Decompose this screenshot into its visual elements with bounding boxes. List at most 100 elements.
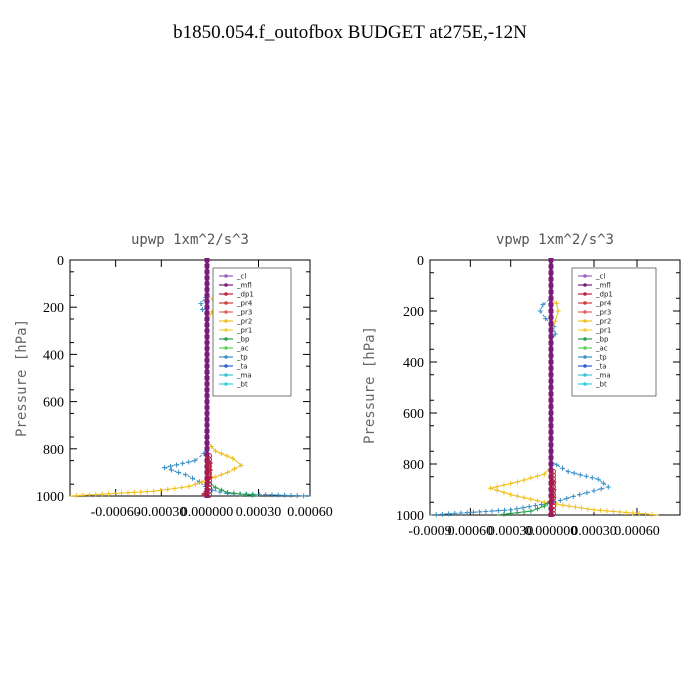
data-point [112, 490, 118, 496]
mfl-marker [548, 328, 554, 333]
legend-label: _dp1 [236, 291, 254, 299]
mfl-marker [204, 334, 210, 339]
legend-label: _pr3 [236, 309, 252, 317]
dp1-marker [206, 452, 212, 459]
x-tick-label: -0.00030 [136, 505, 186, 520]
legend-marker [224, 310, 228, 314]
y-tick-label: 0 [57, 254, 64, 269]
legend-label: _dp1 [595, 291, 613, 299]
data-point [494, 487, 500, 493]
data-point [610, 508, 616, 514]
data-point [572, 504, 578, 510]
page-title: b1850.054.f_outofbox BUDGET at275E,-12N [173, 22, 527, 43]
mfl-marker [548, 449, 554, 454]
data-point [514, 506, 520, 512]
dp1-marker [550, 476, 556, 483]
legend-label: _pr1 [595, 327, 611, 335]
mfl-marker [204, 411, 210, 416]
legend-marker [583, 274, 587, 278]
mfl-marker [204, 358, 210, 363]
data-point [237, 491, 243, 497]
data-point [577, 472, 583, 478]
dp1-marker [550, 495, 556, 502]
data-point [543, 316, 549, 322]
dp1-marker [206, 481, 212, 488]
mfl-marker [204, 340, 210, 345]
data-point [559, 465, 565, 471]
data-point [501, 482, 507, 488]
data-point [125, 490, 131, 496]
data-point [598, 486, 604, 492]
data-point [212, 474, 218, 480]
legend-marker [224, 373, 228, 377]
data-point [288, 492, 294, 498]
mfl-marker [548, 264, 554, 269]
data-point [560, 502, 566, 508]
data-point [526, 504, 532, 510]
legend-marker [224, 319, 228, 323]
data-point [249, 492, 255, 498]
mfl-marker [204, 328, 210, 333]
data-point [554, 300, 560, 306]
data-point [225, 489, 231, 495]
data-point [243, 492, 249, 498]
x-tick-label: 0.00030 [236, 505, 282, 520]
data-point [138, 489, 144, 495]
mfl-marker [548, 442, 554, 447]
mfl-marker [204, 275, 210, 280]
legend-marker [224, 355, 228, 359]
data-point [433, 512, 439, 518]
data-point [213, 485, 219, 491]
data-point [93, 492, 99, 498]
data-point [73, 493, 79, 499]
data-point [521, 477, 527, 483]
x-tick-label: 0.00030 [571, 524, 617, 539]
data-point [514, 479, 520, 485]
data-point [595, 476, 601, 482]
mfl-marker [548, 258, 554, 262]
data-point [617, 509, 623, 515]
data-point [521, 495, 527, 501]
data-point [514, 493, 520, 499]
data-point [555, 308, 561, 314]
data-point [231, 490, 237, 496]
legend-box [571, 267, 657, 397]
dp1-marker [550, 468, 556, 475]
data-point [600, 480, 606, 486]
mfl-marker [204, 311, 210, 316]
legend-label: _ta [236, 363, 248, 371]
data-point [198, 301, 204, 307]
legend-marker [583, 382, 587, 386]
mfl-marker [548, 347, 554, 352]
legend-label: _pr2 [236, 318, 252, 326]
data-point [495, 508, 501, 514]
data-point [269, 492, 275, 498]
data-point [218, 451, 224, 457]
data-point [597, 507, 603, 513]
mfl-marker [204, 352, 210, 357]
data-point [183, 472, 189, 478]
mfl-marker [548, 283, 554, 288]
data-point [540, 302, 546, 308]
data-point [199, 479, 205, 485]
data-point [158, 487, 164, 493]
legend-label: _bt [595, 381, 607, 389]
legend-marker [224, 337, 228, 341]
data-point [263, 492, 269, 498]
y-tick-label: 400 [403, 356, 424, 371]
data-point [167, 463, 173, 469]
mfl-marker [548, 379, 554, 384]
data-point [539, 501, 545, 507]
legend-marker [224, 328, 228, 332]
mfl-marker [204, 305, 210, 310]
data-point [623, 509, 629, 515]
mfl-marker [548, 462, 554, 466]
mfl-marker [204, 429, 210, 434]
mfl-marker [548, 417, 554, 422]
data-point [119, 490, 125, 496]
mfl-marker [204, 381, 210, 386]
chart-panel-1: upwp 1xm^2/s^3 Pressure [hPa] 0 200 400 600 80… [14, 232, 333, 520]
data-point [537, 308, 543, 314]
data-point [161, 465, 167, 471]
mfl-marker [204, 322, 210, 327]
